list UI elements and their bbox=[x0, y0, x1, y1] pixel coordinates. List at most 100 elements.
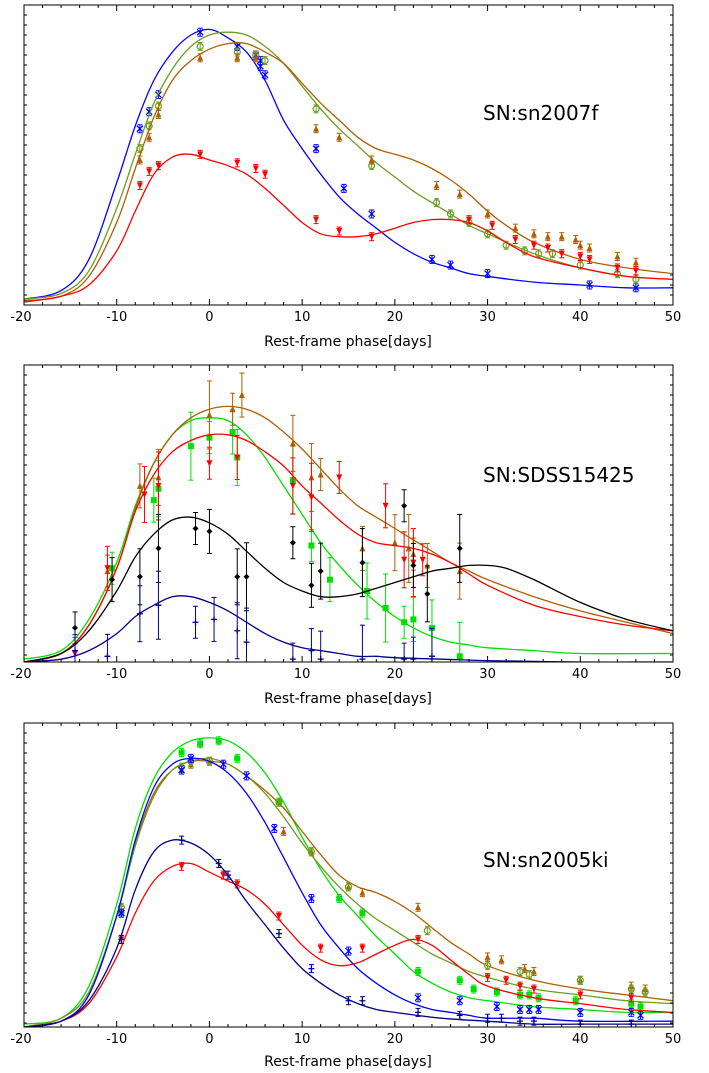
series-2-point bbox=[512, 223, 519, 233]
series-3-point bbox=[178, 765, 186, 775]
series-3-point bbox=[558, 249, 565, 259]
series-2-point bbox=[423, 926, 431, 936]
series-5-point bbox=[415, 1007, 422, 1017]
series-0-point bbox=[308, 529, 315, 563]
series-0-curve bbox=[24, 417, 673, 660]
series-3-point bbox=[136, 181, 143, 191]
series-3-point bbox=[308, 562, 315, 608]
series-4-point bbox=[530, 984, 537, 994]
series-3-point bbox=[155, 161, 162, 171]
series-3-point bbox=[317, 542, 324, 600]
x-tick-label: -20 bbox=[10, 310, 31, 325]
series-3-point bbox=[109, 557, 116, 603]
series-5-point bbox=[345, 996, 352, 1006]
series-2-point bbox=[627, 984, 635, 994]
series-0-curve bbox=[24, 28, 673, 300]
series-1-point bbox=[446, 209, 455, 219]
series-1-point bbox=[312, 104, 320, 114]
series-3-point bbox=[489, 220, 496, 230]
series-3-point bbox=[516, 1004, 524, 1014]
series-2-point bbox=[136, 155, 143, 165]
series-4-point bbox=[178, 861, 185, 871]
plot-frame bbox=[23, 364, 674, 663]
series-2-point bbox=[586, 243, 593, 253]
series-2-point bbox=[516, 967, 524, 977]
series-2-point bbox=[146, 132, 153, 142]
x-tick-label: 0 bbox=[205, 310, 213, 325]
series-0-point bbox=[136, 124, 144, 134]
x-axis-label: Rest-frame phase[days] bbox=[264, 1054, 432, 1070]
series-5-point bbox=[359, 996, 366, 1006]
series-2-point bbox=[275, 797, 283, 807]
x-tick-label: 0 bbox=[205, 1032, 213, 1047]
series-5-point bbox=[517, 1016, 524, 1026]
series-5-point bbox=[178, 835, 185, 845]
series-2-point bbox=[104, 545, 111, 591]
x-tick-label: 10 bbox=[294, 667, 311, 682]
series-2-point bbox=[577, 240, 584, 250]
series-1-point bbox=[432, 198, 441, 208]
plot-frame bbox=[23, 4, 674, 306]
series-3-point bbox=[262, 169, 269, 179]
series-0-point bbox=[326, 557, 333, 603]
series-4-point bbox=[234, 602, 241, 660]
x-tick-label: 50 bbox=[665, 667, 682, 682]
series-0-point bbox=[178, 748, 185, 758]
series-2-point bbox=[525, 969, 533, 979]
x-tick-label: 40 bbox=[572, 1032, 589, 1047]
series-3-point bbox=[456, 513, 463, 583]
series-1-curve bbox=[24, 31, 673, 300]
series-4-point bbox=[317, 943, 324, 953]
series-4-point bbox=[577, 990, 584, 1000]
series-0-point bbox=[215, 736, 222, 746]
panel-sn2007f: -20 -10 0 10 20 30 40 50 SN:sn2007f Rest-frame … bbox=[10, 4, 681, 350]
series-5-point bbox=[456, 1010, 463, 1020]
series-3-point bbox=[544, 243, 551, 253]
x-tick-label: -10 bbox=[106, 310, 127, 325]
series-2-point bbox=[307, 847, 316, 857]
series-3-point bbox=[493, 1002, 501, 1012]
x-tick-label: 20 bbox=[387, 667, 404, 682]
annotation-label: SN:sn2007f bbox=[483, 101, 599, 125]
series-3-point bbox=[637, 1010, 645, 1020]
x-tick-label: 40 bbox=[572, 667, 589, 682]
series-3-point bbox=[345, 946, 352, 956]
series-3-point bbox=[219, 759, 227, 769]
series-2-point bbox=[206, 446, 213, 480]
series-4-point bbox=[415, 934, 422, 944]
series-0-point bbox=[340, 183, 348, 193]
series-1-point bbox=[261, 56, 269, 66]
series-3-point bbox=[401, 489, 408, 523]
series-1-point bbox=[391, 514, 398, 572]
series-3-point bbox=[525, 1004, 533, 1014]
series-5-point bbox=[275, 929, 282, 939]
series-3-point bbox=[535, 1004, 543, 1014]
series-1-point bbox=[238, 372, 245, 418]
series-3-point bbox=[576, 1007, 584, 1017]
x-axis-label: Rest-frame phase[days] bbox=[264, 691, 432, 707]
series-3-point bbox=[632, 266, 639, 276]
series-2-point bbox=[641, 987, 649, 997]
series-0-point bbox=[187, 411, 194, 481]
series-2-point bbox=[141, 465, 148, 523]
series-0-point bbox=[150, 477, 157, 523]
series-3-point bbox=[530, 240, 537, 250]
series-5-point bbox=[118, 934, 125, 944]
series-4-point bbox=[211, 596, 218, 642]
series-0-point bbox=[456, 621, 463, 662]
series-0-point bbox=[336, 894, 343, 904]
series-2-curve bbox=[24, 757, 673, 1027]
series-4-point bbox=[503, 975, 510, 985]
series-2-point bbox=[401, 531, 408, 589]
series-2-point bbox=[344, 882, 353, 892]
series-2-point bbox=[155, 451, 162, 521]
series-3-point bbox=[410, 542, 417, 588]
series-0-point bbox=[447, 260, 454, 270]
series-2-point bbox=[336, 460, 343, 494]
series-0-point bbox=[586, 280, 594, 290]
series-0-point bbox=[368, 209, 376, 219]
series-0-curve bbox=[24, 737, 673, 1025]
series-3-point bbox=[313, 215, 320, 225]
series-5-point bbox=[628, 1019, 635, 1027]
